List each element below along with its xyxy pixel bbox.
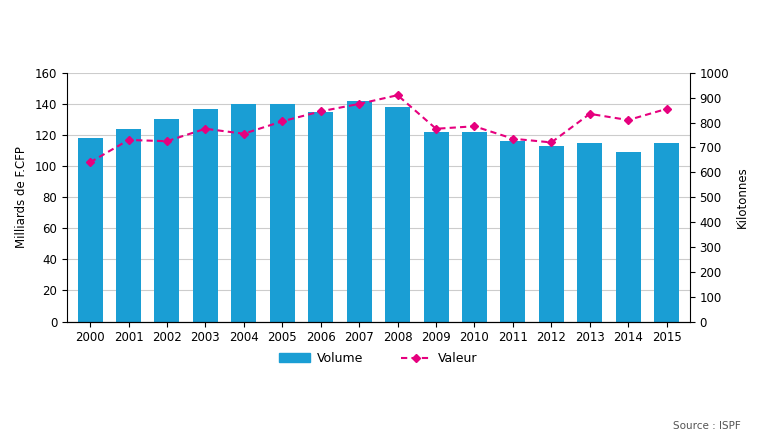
Bar bbox=[654, 143, 679, 322]
Bar bbox=[154, 119, 180, 322]
Bar bbox=[500, 141, 526, 322]
Bar bbox=[116, 129, 141, 322]
Y-axis label: Milliards de F.CFP: Milliards de F.CFP bbox=[15, 146, 28, 248]
Bar bbox=[423, 132, 448, 322]
Text: Source : ISPF: Source : ISPF bbox=[673, 421, 741, 431]
Text: - ÉVOLUTION DU FRET MARITIME IMPORTÉ: - ÉVOLUTION DU FRET MARITIME IMPORTÉ bbox=[182, 19, 582, 34]
Text: Graph.6: Graph.6 bbox=[349, 19, 415, 34]
Bar bbox=[539, 146, 564, 322]
Bar bbox=[270, 104, 295, 322]
Bar bbox=[347, 101, 371, 322]
Bar bbox=[462, 132, 487, 322]
Bar bbox=[308, 112, 333, 322]
Y-axis label: Kilotonnes: Kilotonnes bbox=[736, 166, 749, 228]
Bar bbox=[193, 109, 218, 322]
Bar bbox=[78, 138, 102, 322]
Bar bbox=[385, 107, 410, 322]
Bar bbox=[616, 152, 641, 322]
Bar bbox=[231, 104, 257, 322]
Legend: Volume, Valeur: Volume, Valeur bbox=[274, 347, 483, 370]
Bar bbox=[578, 143, 602, 322]
